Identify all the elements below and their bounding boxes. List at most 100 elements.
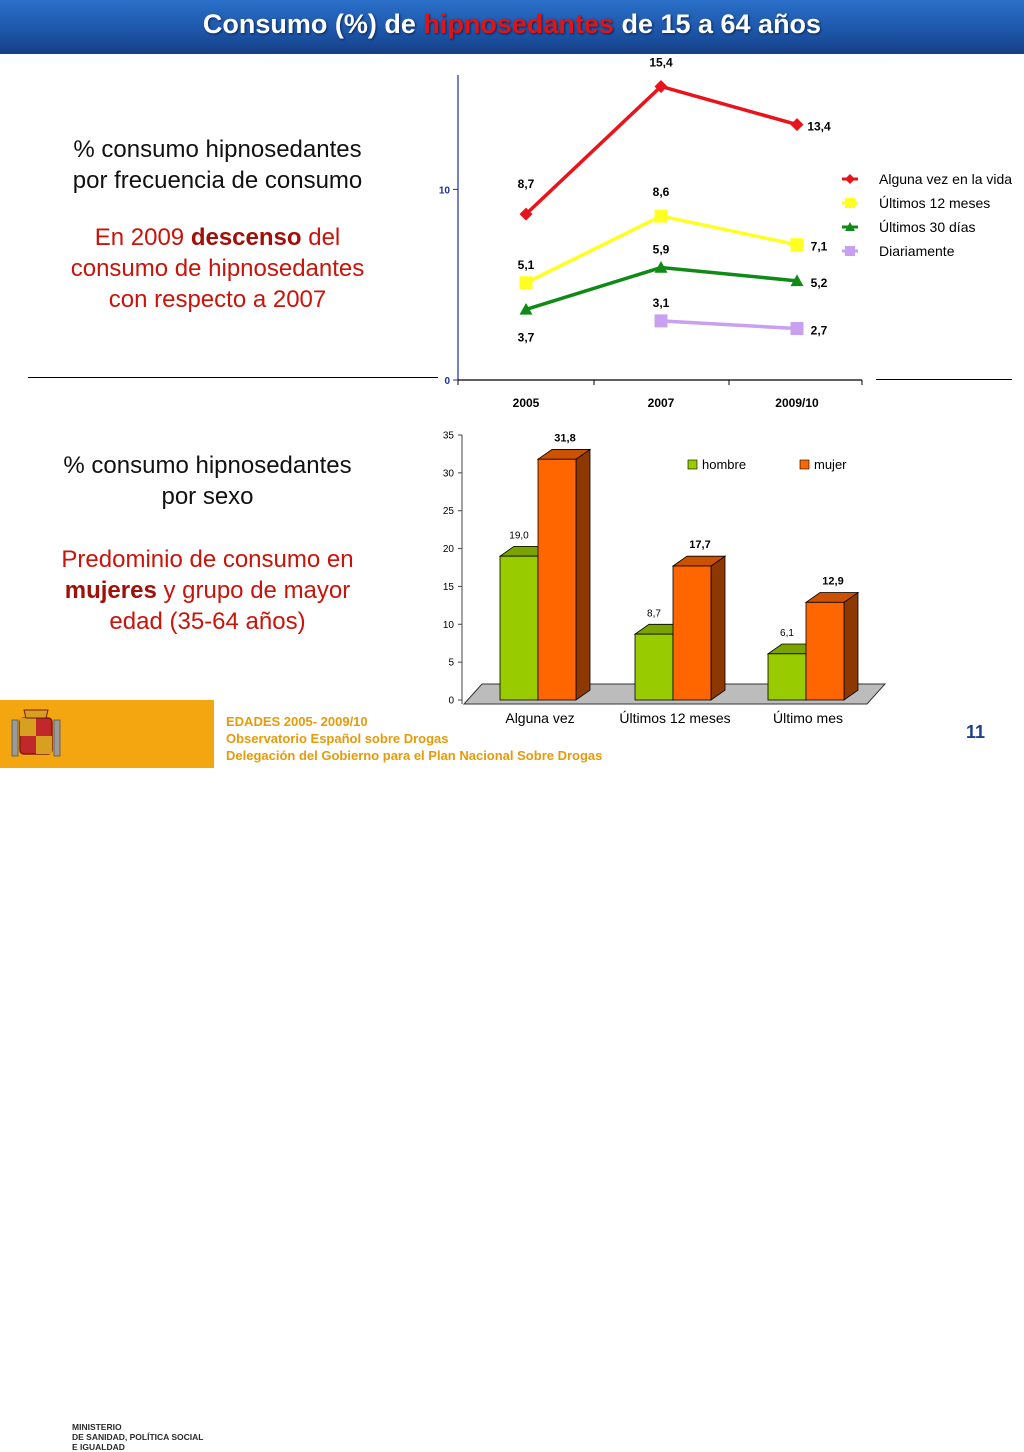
data-label: 8,7 (518, 177, 535, 191)
bar-value-label: 17,7 (689, 539, 710, 551)
x-tick-label: Últimos 12 meses (619, 710, 730, 726)
y-tick-label: 15 (443, 582, 455, 593)
sex-note-text: y grupo de mayor (156, 577, 351, 604)
bar (537, 458, 577, 701)
data-point (790, 322, 804, 336)
ministry-line3: E IGUALDAD (72, 1442, 125, 1452)
y-tick-label: 5 (448, 658, 454, 669)
sex-note-emphasis: mujeres (64, 577, 157, 604)
title-suffix: de 15 a 64 años (613, 9, 822, 39)
x-tick-label: 2007 (648, 396, 675, 410)
sex-note-line1: Predominio de consumo en (61, 546, 354, 573)
frequency-note: En 2009 descenso del consumo de hipnosed… (40, 222, 395, 315)
data-point (519, 276, 533, 290)
legend-label: Diariamente (879, 243, 955, 259)
note-emphasis: descenso (190, 224, 302, 251)
data-point (654, 209, 668, 223)
legend-label: Alguna vez en la vida (879, 171, 1012, 187)
y-tick-label: 35 (443, 431, 455, 442)
bar (767, 653, 807, 701)
bar (672, 565, 712, 701)
footer-line2: Observatorio Español sobre Drogas (226, 731, 449, 746)
legend-marker (845, 198, 855, 208)
legend-marker (845, 246, 855, 256)
bar-side (843, 591, 859, 701)
y-tick-label: 10 (443, 620, 455, 631)
x-tick-label: 2005 (513, 396, 540, 410)
data-point (519, 207, 533, 221)
title-highlight: hipnosedantes (423, 9, 614, 39)
sex-bar-chart: 0 5 10 15 20 25 30 35 19,0 31,8 Alguna vez 8,7 17,7 Ú… (443, 431, 887, 726)
bar (634, 633, 674, 701)
data-label: 3,1 (653, 296, 670, 310)
bar-value-label: 19,0 (509, 530, 529, 541)
footer-line3: Delegación del Gobierno para el Plan Nac… (226, 748, 603, 763)
ministry-line2: DE SANIDAD, POLÍTICA SOCIAL (72, 1432, 204, 1442)
sex-heading-line2: por sexo (161, 483, 254, 510)
note-text-c: del (301, 224, 341, 251)
data-label: 15,4 (649, 55, 673, 69)
legend-label: Últimos 30 días (879, 219, 975, 235)
title-bar: Consumo (%) de hipnosedantes de 15 a 64 … (0, 0, 1024, 54)
x-tick-label: Alguna vez (505, 710, 574, 726)
data-label: 8,6 (653, 185, 670, 199)
data-point (790, 118, 804, 132)
bar-value-label: 8,7 (647, 608, 661, 619)
page-number: 11 (966, 722, 986, 742)
ministry-logo-area: MINISTERIO DE SANIDAD, POLÍTICA SOCIAL E… (0, 700, 214, 1452)
sex-heading-line1: % consumo hipnosedantes (63, 452, 352, 479)
legend-marker (845, 174, 855, 184)
legend-swatch (687, 459, 698, 470)
sex-note: Predominio de consumo en mujeres y grupo… (30, 544, 385, 637)
bar-value-label: 6,1 (780, 628, 794, 639)
slide-title: Consumo (%) de hipnosedantes de 15 a 64 … (0, 9, 1024, 40)
frequency-heading: % consumo hipnosedantes por frecuencia d… (40, 134, 395, 196)
note-text-a: En 2009 (94, 224, 191, 251)
legend-label: mujer (814, 457, 847, 472)
data-label: 13,4 (807, 120, 831, 134)
legend-label: hombre (702, 457, 746, 472)
data-point (519, 302, 533, 315)
footer-source: EDADES 2005- 2009/10 Observatorio Españo… (226, 713, 602, 764)
data-point (790, 274, 804, 287)
x-tick-label: 2009/10 (775, 396, 819, 410)
legend-swatch (799, 459, 810, 470)
frequency-note-line3: con respecto a 2007 (108, 286, 327, 313)
frequency-note-line1: En 2009 descenso del (40, 222, 395, 253)
coat-of-arms-icon (11, 709, 61, 757)
y-tick-label: 0 (444, 376, 450, 387)
separator-left (28, 377, 438, 378)
bar (499, 555, 539, 701)
frequency-note-line2: consumo de hipnosedantes (70, 255, 365, 282)
bar-side (710, 555, 726, 701)
legend-marker (845, 222, 855, 231)
data-point (654, 314, 668, 328)
legend-label: Últimos 12 meses (879, 195, 990, 211)
y-tick-label: 25 (443, 506, 455, 517)
data-label: 5,9 (653, 243, 670, 257)
data-label: 5,1 (518, 258, 535, 272)
sex-note-line3: edad (35-64 años) (109, 608, 306, 635)
ministry-name: MINISTERIO DE SANIDAD, POLÍTICA SOCIAL E… (72, 1422, 203, 1452)
x-tick-label: Último mes (773, 710, 843, 726)
title-prefix: Consumo (%) de (202, 9, 424, 39)
data-point (654, 79, 668, 93)
y-tick-label: 0 (448, 696, 454, 707)
sex-heading: % consumo hipnosedantes por sexo (30, 450, 385, 512)
data-label: 5,2 (811, 276, 828, 290)
frequency-heading-line2: por frecuencia de consumo (72, 167, 363, 194)
sex-note-line2: mujeres y grupo de mayor (30, 575, 385, 606)
separator-right (876, 379, 1012, 380)
y-tick-label: 20 (443, 544, 455, 555)
frequency-line-chart: 0 10 2005 2007 2009/10 8,7 15,4 13,4 5,1 8,6 7,1 3,… (439, 55, 1012, 410)
data-label: 3,7 (518, 330, 535, 344)
bar-value-label: 12,9 (822, 576, 843, 588)
y-tick-label: 30 (443, 468, 455, 479)
y-tick-label: 10 (439, 185, 451, 196)
footer-line1: EDADES 2005- 2009/10 (226, 714, 368, 729)
bar-side (575, 448, 591, 701)
data-point (790, 238, 804, 252)
bar-value-label: 31,8 (554, 432, 575, 444)
series-line (660, 319, 798, 331)
ministry-line1: MINISTERIO (72, 1422, 122, 1432)
